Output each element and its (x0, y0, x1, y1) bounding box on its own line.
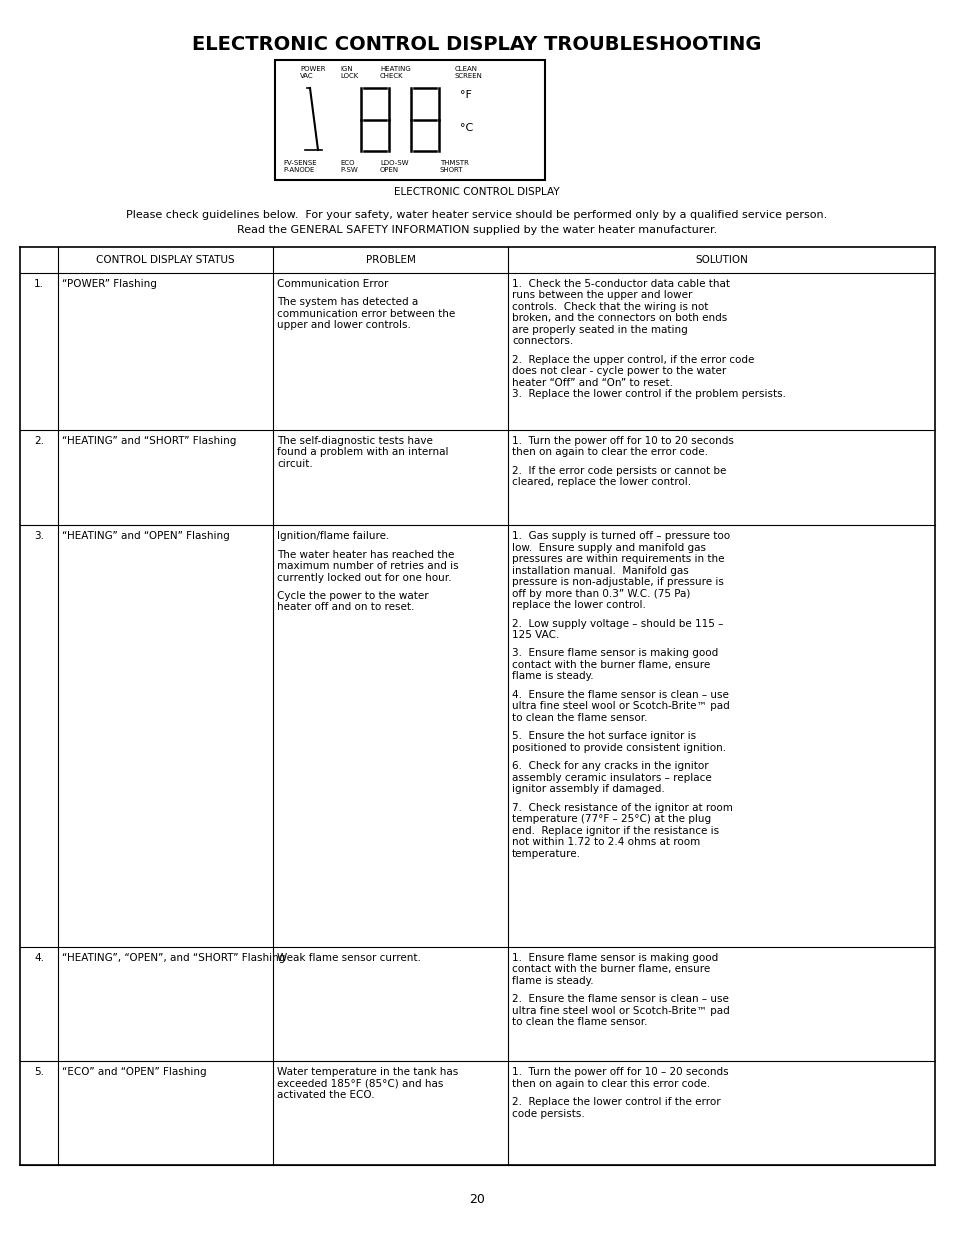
Text: “HEATING” and “OPEN” Flashing: “HEATING” and “OPEN” Flashing (62, 531, 230, 541)
Text: currently locked out for one hour.: currently locked out for one hour. (276, 573, 451, 583)
Text: pressure is non-adjustable, if pressure is: pressure is non-adjustable, if pressure … (512, 577, 723, 587)
Text: 3.  Replace the lower control if the problem persists.: 3. Replace the lower control if the prob… (512, 389, 785, 399)
Text: does not clear - cycle power to the water: does not clear - cycle power to the wate… (512, 367, 725, 377)
Text: Weak flame sensor current.: Weak flame sensor current. (276, 952, 420, 963)
Text: Please check guidelines below.  For your safety, water heater service should be : Please check guidelines below. For your … (126, 210, 827, 220)
Text: 1.: 1. (34, 279, 44, 289)
Text: Communication Error: Communication Error (276, 279, 388, 289)
Text: communication error between the: communication error between the (276, 309, 455, 319)
Text: circuit.: circuit. (276, 458, 313, 469)
Text: 2.  Low supply voltage – should be 115 –: 2. Low supply voltage – should be 115 – (512, 619, 722, 629)
Text: installation manual.  Manifold gas: installation manual. Manifold gas (512, 566, 688, 576)
Text: are properly seated in the mating: are properly seated in the mating (512, 325, 687, 335)
Text: CLEAN
SCREEN: CLEAN SCREEN (455, 65, 482, 79)
Text: then on again to clear the error code.: then on again to clear the error code. (512, 447, 707, 457)
Text: maximum number of retries and is: maximum number of retries and is (276, 561, 458, 571)
Text: 125 VAC.: 125 VAC. (512, 630, 558, 640)
Text: The water heater has reached the: The water heater has reached the (276, 550, 454, 559)
Text: replace the lower control.: replace the lower control. (512, 600, 645, 610)
Text: contact with the burner flame, ensure: contact with the burner flame, ensure (512, 965, 709, 974)
Text: exceeded 185°F (85°C) and has: exceeded 185°F (85°C) and has (276, 1078, 443, 1089)
Text: upper and lower controls.: upper and lower controls. (276, 320, 411, 331)
Text: 2.  Replace the lower control if the error: 2. Replace the lower control if the erro… (512, 1097, 720, 1107)
Text: contact with the burner flame, ensure: contact with the burner flame, ensure (512, 659, 709, 669)
Text: Ignition/flame failure.: Ignition/flame failure. (276, 531, 389, 541)
Text: IGN
LOCK: IGN LOCK (339, 65, 358, 79)
Text: FV-SENSE
P-ANODE: FV-SENSE P-ANODE (283, 161, 316, 173)
Text: broken, and the connectors on both ends: broken, and the connectors on both ends (512, 314, 726, 324)
Text: 1.  Ensure flame sensor is making good: 1. Ensure flame sensor is making good (512, 952, 718, 963)
Text: temperature (77°F – 25°C) at the plug: temperature (77°F – 25°C) at the plug (512, 814, 710, 824)
Text: 2.  Ensure the flame sensor is clean – use: 2. Ensure the flame sensor is clean – us… (512, 994, 728, 1004)
Text: POWER
VAC: POWER VAC (299, 65, 325, 79)
Text: flame is steady.: flame is steady. (512, 672, 593, 682)
Text: not within 1.72 to 2.4 ohms at room: not within 1.72 to 2.4 ohms at room (512, 837, 700, 847)
Text: end.  Replace ignitor if the resistance is: end. Replace ignitor if the resistance i… (512, 825, 719, 836)
Text: code persists.: code persists. (512, 1109, 584, 1119)
Text: to clean the flame sensor.: to clean the flame sensor. (512, 713, 647, 722)
Text: pressures are within requirements in the: pressures are within requirements in the (512, 555, 723, 564)
Text: 3.: 3. (34, 531, 44, 541)
Text: SOLUTION: SOLUTION (695, 254, 747, 266)
Text: 20: 20 (469, 1193, 484, 1207)
Text: flame is steady.: flame is steady. (512, 976, 593, 986)
Text: heater “Off” and “On” to reset.: heater “Off” and “On” to reset. (512, 378, 672, 388)
Text: THMSTR
SHORT: THMSTR SHORT (439, 161, 468, 173)
Text: 4.: 4. (34, 952, 44, 963)
Text: cleared, replace the lower control.: cleared, replace the lower control. (512, 477, 690, 487)
Text: LDO-SW
OPEN: LDO-SW OPEN (379, 161, 408, 173)
Text: 7.  Check resistance of the ignitor at room: 7. Check resistance of the ignitor at ro… (512, 803, 732, 813)
Text: Water temperature in the tank has: Water temperature in the tank has (276, 1067, 457, 1077)
Text: 1.  Gas supply is turned off – pressure too: 1. Gas supply is turned off – pressure t… (512, 531, 729, 541)
Text: ELECTRONIC CONTROL DISPLAY: ELECTRONIC CONTROL DISPLAY (394, 186, 559, 198)
FancyBboxPatch shape (274, 61, 544, 180)
Text: ECO
P-SW: ECO P-SW (339, 161, 357, 173)
Text: 2.: 2. (34, 436, 44, 446)
Text: 5.: 5. (34, 1067, 44, 1077)
Text: ELECTRONIC CONTROL DISPLAY TROUBLESHOOTING: ELECTRONIC CONTROL DISPLAY TROUBLESHOOTI… (193, 35, 760, 54)
Text: Read the GENERAL SAFETY INFORMATION supplied by the water heater manufacturer.: Read the GENERAL SAFETY INFORMATION supp… (236, 225, 717, 235)
Text: assembly ceramic insulators – replace: assembly ceramic insulators – replace (512, 773, 711, 783)
Text: 1.  Turn the power off for 10 – 20 seconds: 1. Turn the power off for 10 – 20 second… (512, 1067, 728, 1077)
Text: 5.  Ensure the hot surface ignitor is: 5. Ensure the hot surface ignitor is (512, 731, 696, 741)
Text: PROBLEM: PROBLEM (365, 254, 415, 266)
Text: then on again to clear this error code.: then on again to clear this error code. (512, 1078, 709, 1089)
Text: ultra fine steel wool or Scotch-Brite™ pad: ultra fine steel wool or Scotch-Brite™ p… (512, 1005, 729, 1015)
Text: controls.  Check that the wiring is not: controls. Check that the wiring is not (512, 303, 708, 312)
Text: 2.  If the error code persists or cannot be: 2. If the error code persists or cannot … (512, 466, 725, 475)
Text: 1.  Turn the power off for 10 to 20 seconds: 1. Turn the power off for 10 to 20 secon… (512, 436, 733, 446)
Text: “HEATING”, “OPEN”, and “SHORT” Flashing: “HEATING”, “OPEN”, and “SHORT” Flashing (62, 952, 285, 963)
Text: “POWER” Flashing: “POWER” Flashing (62, 279, 156, 289)
Text: to clean the flame sensor.: to clean the flame sensor. (512, 1018, 647, 1028)
Text: The self-diagnostic tests have: The self-diagnostic tests have (276, 436, 433, 446)
Text: 2.  Replace the upper control, if the error code: 2. Replace the upper control, if the err… (512, 354, 754, 364)
Text: temperature.: temperature. (512, 848, 580, 858)
Text: heater off and on to reset.: heater off and on to reset. (276, 603, 414, 613)
Text: 6.  Check for any cracks in the ignitor: 6. Check for any cracks in the ignitor (512, 761, 708, 771)
Text: ultra fine steel wool or Scotch-Brite™ pad: ultra fine steel wool or Scotch-Brite™ p… (512, 701, 729, 711)
Text: low.  Ensure supply and manifold gas: low. Ensure supply and manifold gas (512, 542, 705, 552)
Text: CONTROL DISPLAY STATUS: CONTROL DISPLAY STATUS (96, 254, 234, 266)
Text: °F: °F (459, 90, 472, 100)
Text: connectors.: connectors. (512, 336, 573, 347)
Text: “ECO” and “OPEN” Flashing: “ECO” and “OPEN” Flashing (62, 1067, 207, 1077)
Text: “HEATING” and “SHORT” Flashing: “HEATING” and “SHORT” Flashing (62, 436, 236, 446)
Text: °C: °C (459, 124, 473, 133)
Text: found a problem with an internal: found a problem with an internal (276, 447, 448, 457)
Text: Cycle the power to the water: Cycle the power to the water (276, 590, 428, 601)
Text: off by more than 0.3” W.C. (75 Pa): off by more than 0.3” W.C. (75 Pa) (512, 589, 690, 599)
Text: activated the ECO.: activated the ECO. (276, 1091, 375, 1100)
Text: HEATING
CHECK: HEATING CHECK (379, 65, 411, 79)
Text: The system has detected a: The system has detected a (276, 298, 417, 308)
Text: ignitor assembly if damaged.: ignitor assembly if damaged. (512, 784, 664, 794)
Text: 3.  Ensure flame sensor is making good: 3. Ensure flame sensor is making good (512, 648, 718, 658)
Text: positioned to provide consistent ignition.: positioned to provide consistent ignitio… (512, 742, 725, 753)
Text: 4.  Ensure the flame sensor is clean – use: 4. Ensure the flame sensor is clean – us… (512, 690, 728, 700)
Text: runs between the upper and lower: runs between the upper and lower (512, 290, 692, 300)
Text: 1.  Check the 5-conductor data cable that: 1. Check the 5-conductor data cable that (512, 279, 729, 289)
